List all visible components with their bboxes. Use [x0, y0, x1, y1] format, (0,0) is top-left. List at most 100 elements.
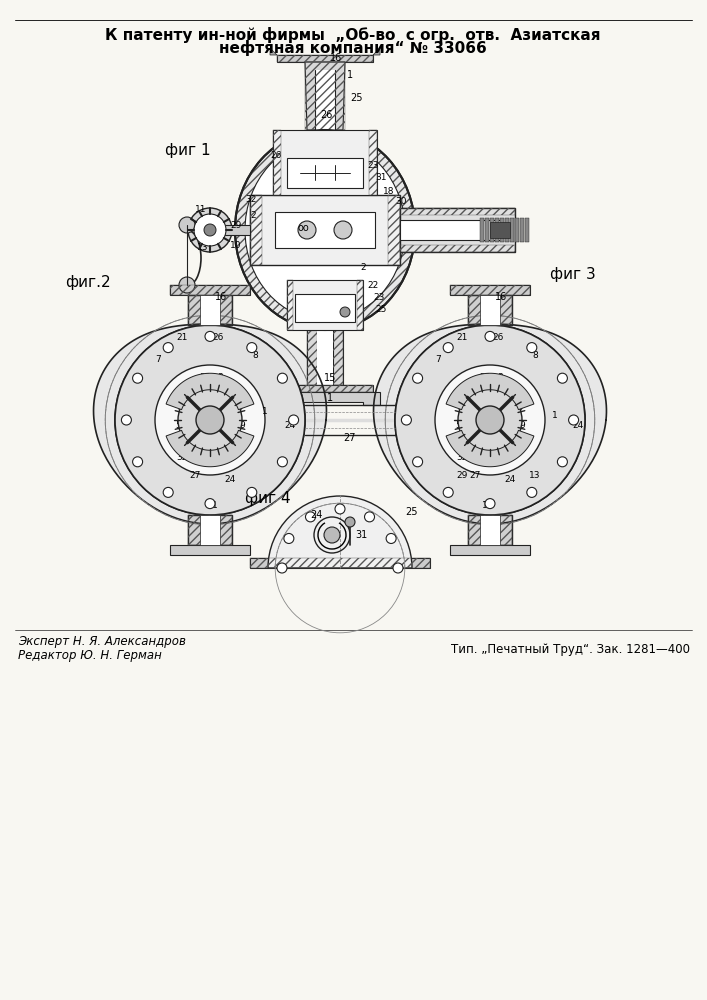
Circle shape	[568, 415, 578, 425]
Bar	[250, 195, 400, 265]
Text: 2: 2	[360, 263, 366, 272]
Text: 24: 24	[310, 510, 322, 520]
Bar	[515, 218, 519, 242]
Text: 11: 11	[209, 436, 221, 444]
Polygon shape	[307, 330, 343, 385]
Circle shape	[345, 517, 355, 527]
Text: 26: 26	[270, 150, 281, 159]
Text: 23: 23	[373, 294, 385, 302]
Circle shape	[393, 563, 403, 573]
Text: 1: 1	[262, 408, 268, 416]
Circle shape	[277, 373, 288, 383]
Circle shape	[204, 224, 216, 236]
Circle shape	[340, 307, 350, 317]
Text: Редактор Ю. Н. Герман: Редактор Ю. Н. Герман	[18, 648, 162, 662]
Bar	[250, 558, 430, 568]
Text: 24: 24	[284, 420, 296, 430]
Bar	[210, 225, 250, 235]
Text: 20: 20	[479, 373, 491, 382]
Circle shape	[324, 527, 340, 543]
Text: 16: 16	[215, 292, 227, 302]
Polygon shape	[373, 324, 607, 524]
Text: 32: 32	[456, 454, 468, 462]
Circle shape	[115, 325, 305, 515]
Text: 17: 17	[492, 454, 504, 462]
Circle shape	[196, 406, 224, 434]
Text: 9: 9	[425, 220, 431, 230]
Text: 16: 16	[462, 383, 474, 392]
Text: 7: 7	[435, 356, 441, 364]
Bar	[200, 295, 220, 325]
Text: 1: 1	[327, 393, 333, 403]
Bar	[450, 285, 530, 295]
Bar	[400, 208, 515, 252]
Circle shape	[277, 563, 287, 573]
Text: 28: 28	[337, 230, 349, 240]
Circle shape	[115, 325, 305, 515]
Circle shape	[288, 415, 298, 425]
Text: 13: 13	[530, 471, 541, 480]
Bar	[317, 330, 333, 385]
Text: 9: 9	[239, 420, 245, 430]
Polygon shape	[270, 48, 277, 55]
Circle shape	[163, 487, 173, 497]
Circle shape	[527, 343, 537, 353]
Bar	[277, 55, 373, 62]
Text: 32: 32	[199, 373, 211, 382]
Circle shape	[179, 277, 195, 293]
Bar	[188, 515, 232, 545]
Text: 8: 8	[532, 351, 538, 360]
Bar	[287, 280, 363, 330]
Text: 2: 2	[457, 403, 463, 412]
Bar	[468, 295, 512, 325]
Circle shape	[458, 388, 522, 452]
Circle shape	[298, 221, 316, 239]
Text: 26: 26	[212, 334, 223, 342]
Bar	[275, 212, 375, 248]
Polygon shape	[270, 392, 380, 405]
Circle shape	[247, 487, 257, 497]
Bar	[400, 245, 515, 252]
Text: 24: 24	[504, 476, 515, 485]
Text: 27: 27	[335, 302, 348, 312]
Text: 10: 10	[226, 387, 238, 396]
Text: нефтяная компания“ № 33066: нефтяная компания“ № 33066	[219, 40, 487, 56]
Text: 29: 29	[230, 221, 241, 230]
Bar	[307, 330, 343, 385]
Text: 4: 4	[469, 440, 475, 450]
Polygon shape	[166, 430, 254, 467]
Text: 16: 16	[495, 292, 507, 302]
Text: 5: 5	[175, 420, 181, 430]
Circle shape	[557, 457, 568, 467]
Bar	[170, 285, 250, 295]
Circle shape	[133, 373, 143, 383]
Text: 8: 8	[252, 351, 258, 360]
Bar	[188, 295, 232, 325]
Text: 1: 1	[482, 500, 488, 510]
Ellipse shape	[245, 140, 405, 320]
Bar	[480, 218, 484, 242]
Bar	[388, 195, 400, 265]
Circle shape	[443, 343, 453, 353]
Text: 27: 27	[469, 471, 481, 480]
Text: 18: 18	[383, 188, 395, 196]
Ellipse shape	[235, 130, 415, 330]
Text: 16: 16	[330, 53, 342, 63]
Circle shape	[334, 221, 352, 239]
Bar	[450, 545, 530, 555]
Polygon shape	[277, 385, 373, 392]
Circle shape	[485, 331, 495, 341]
Circle shape	[133, 457, 143, 467]
Text: 25: 25	[350, 93, 363, 103]
Text: 17: 17	[212, 454, 223, 462]
Circle shape	[179, 217, 195, 233]
Text: 2: 2	[226, 440, 230, 450]
Bar	[188, 515, 232, 545]
Circle shape	[557, 373, 568, 383]
Circle shape	[163, 343, 173, 353]
Text: фиг 4: фиг 4	[245, 490, 291, 506]
Bar	[490, 218, 494, 242]
Text: 15: 15	[324, 373, 337, 383]
Text: 27: 27	[344, 433, 356, 443]
Bar	[400, 208, 515, 215]
